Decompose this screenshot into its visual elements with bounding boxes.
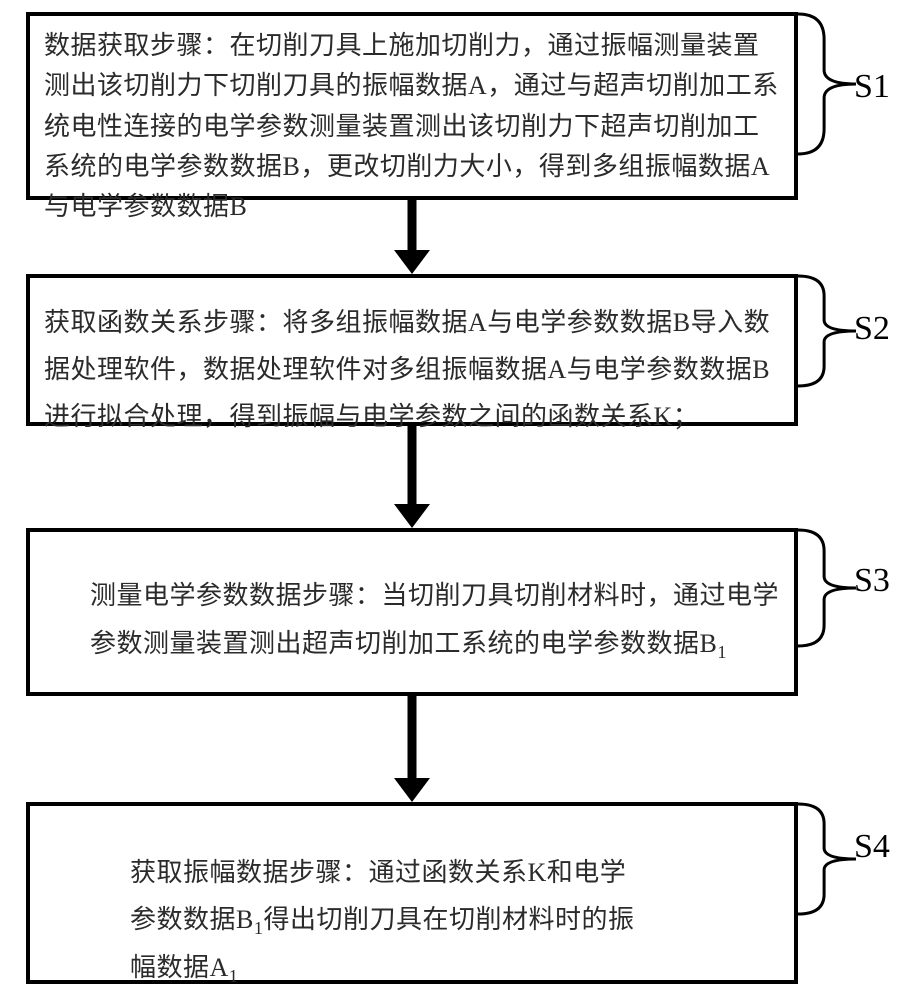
arrows-layer xyxy=(0,0,904,1000)
flowchart-canvas: 数据获取步骤：在切削刀具上施加切削力，通过振幅测量装置测出该切削力下切削刀具的振… xyxy=(0,0,904,1000)
